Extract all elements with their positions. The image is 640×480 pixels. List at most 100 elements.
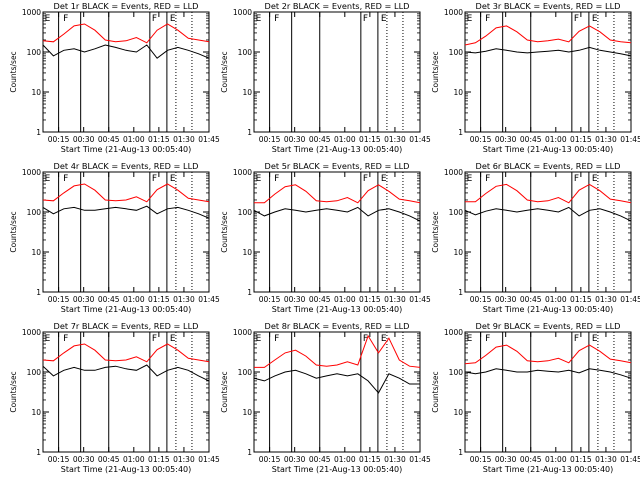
x-tick-label: 00:30 (73, 135, 95, 144)
x-tick-label: 00:30 (495, 455, 517, 464)
flag-marker: E (45, 334, 51, 344)
detector-panel: Det 3r BLACK = Events, RED = LLD 1 10 100 10… (431, 1, 640, 154)
series-line-lld (42, 183, 210, 203)
x-tick-label: 00:15 (259, 295, 281, 304)
y-tick-label: 10 (242, 248, 252, 257)
x-tick-label: 01:45 (409, 455, 431, 464)
x-tick-label: 00:45 (98, 135, 120, 144)
y-tick-label: 10 (242, 88, 252, 97)
y-tick-label: 10 (242, 408, 252, 417)
y-axis-label: Counts/sec (431, 211, 440, 252)
x-tick-label: 01:15 (359, 295, 381, 304)
plot-frame (42, 331, 210, 453)
detector-panel: Det 7r BLACK = Events, RED = LLD 1 10 100 10… (9, 321, 220, 474)
flag-marker: E (467, 334, 473, 344)
y-tick-label: 100 (449, 48, 464, 57)
x-tick-label: 01:30 (595, 135, 617, 144)
plot-frame (42, 11, 210, 133)
plot-frame (253, 171, 421, 293)
y-tick-label: 100 (27, 208, 42, 217)
y-tick-label: 100 (238, 368, 253, 377)
x-tick-label: 00:30 (284, 135, 306, 144)
x-tick-label: 01:30 (173, 135, 195, 144)
y-tick-label: 1000 (233, 168, 252, 177)
x-tick-label: 01:15 (148, 135, 170, 144)
y-axis-label: Counts/sec (431, 51, 440, 92)
flag-marker: F (152, 174, 157, 184)
series-line-events (42, 44, 210, 59)
y-tick-label: 1000 (233, 8, 252, 17)
x-tick-label: 01:30 (173, 455, 195, 464)
x-axis-label: Start Time (21-Aug-13 00:05:40) (483, 305, 614, 314)
y-tick-label: 1000 (444, 168, 463, 177)
x-tick-label: 00:30 (284, 455, 306, 464)
flag-marker: F (574, 334, 579, 344)
y-tick-label: 1 (458, 128, 463, 137)
series-line-lld (254, 184, 421, 204)
x-tick-label: 00:15 (259, 135, 281, 144)
flag-marker: F (363, 14, 368, 24)
x-tick-label: 01:15 (359, 455, 381, 464)
x-tick-label: 00:45 (309, 135, 331, 144)
detector-panel: Det 9r BLACK = Events, RED = LLD 1 10 100 10… (431, 321, 640, 474)
x-tick-label: 00:15 (470, 455, 492, 464)
y-axis-label: Counts/sec (9, 371, 18, 412)
y-tick-label: 100 (27, 48, 42, 57)
flag-marker: F (274, 174, 279, 184)
series-line-lld (465, 183, 632, 204)
y-tick-label: 100 (238, 208, 253, 217)
plot-frame (42, 171, 210, 293)
y-tick-label: 100 (449, 368, 464, 377)
flag-marker: E (45, 14, 51, 24)
x-tick-label: 01:00 (123, 135, 145, 144)
series-line-lld (42, 343, 210, 363)
y-axis-label: Counts/sec (431, 371, 440, 412)
x-tick-label: 01:00 (334, 455, 356, 464)
panel-title: Det 9r BLACK = Events, RED = LLD (476, 321, 621, 331)
y-tick-label: 1 (36, 448, 41, 457)
y-tick-label: 1 (247, 288, 252, 297)
x-tick-label: 01:00 (545, 455, 567, 464)
y-tick-label: 1000 (233, 328, 252, 337)
x-tick-label: 01:00 (545, 295, 567, 304)
x-axis-label: Start Time (21-Aug-13 00:05:40) (61, 305, 192, 314)
x-tick-label: 01:00 (334, 135, 356, 144)
x-tick-label: 01:00 (545, 135, 567, 144)
x-tick-label: 01:30 (384, 295, 406, 304)
detector-panel: Det 4r BLACK = Events, RED = LLD 1 10 100 10… (9, 161, 220, 314)
y-tick-label: 1000 (22, 328, 41, 337)
series-line-events (42, 364, 210, 382)
x-tick-label: 01:15 (570, 455, 592, 464)
y-tick-label: 1000 (22, 8, 41, 17)
x-tick-label: 01:45 (620, 135, 640, 144)
x-tick-label: 01:15 (148, 295, 170, 304)
flag-marker: E (170, 14, 176, 24)
flag-marker: E (256, 334, 262, 344)
y-axis-label: Counts/sec (220, 51, 229, 92)
x-tick-label: 01:45 (198, 295, 220, 304)
flag-marker: E (381, 174, 387, 184)
y-tick-label: 100 (27, 368, 42, 377)
flag-marker: E (381, 334, 387, 344)
x-tick-label: 01:00 (123, 455, 145, 464)
series-line-lld (464, 25, 632, 46)
x-tick-label: 01:30 (384, 135, 406, 144)
x-tick-label: 01:30 (595, 455, 617, 464)
flag-marker: E (45, 174, 51, 184)
flag-marker: F (574, 174, 579, 184)
x-tick-label: 01:15 (570, 295, 592, 304)
y-tick-label: 10 (31, 248, 41, 257)
series-line-lld (464, 344, 632, 365)
detector-panel: Det 2r BLACK = Events, RED = LLD 1 10 100 10… (220, 1, 431, 154)
x-tick-label: 01:45 (620, 455, 640, 464)
panel-title: Det 1r BLACK = Events, RED = LLD (54, 1, 199, 11)
detector-panel: Det 1r BLACK = Events, RED = LLD 1 10 100 10… (9, 1, 220, 154)
x-tick-label: 01:30 (595, 295, 617, 304)
flag-marker: F (485, 14, 490, 24)
x-axis-label: Start Time (21-Aug-13 00:05:40) (483, 145, 614, 154)
flag-marker: F (63, 14, 68, 24)
y-tick-label: 10 (31, 88, 41, 97)
flag-marker: E (467, 14, 473, 24)
series-line-events (253, 369, 420, 394)
y-axis-label: Counts/sec (9, 51, 18, 92)
